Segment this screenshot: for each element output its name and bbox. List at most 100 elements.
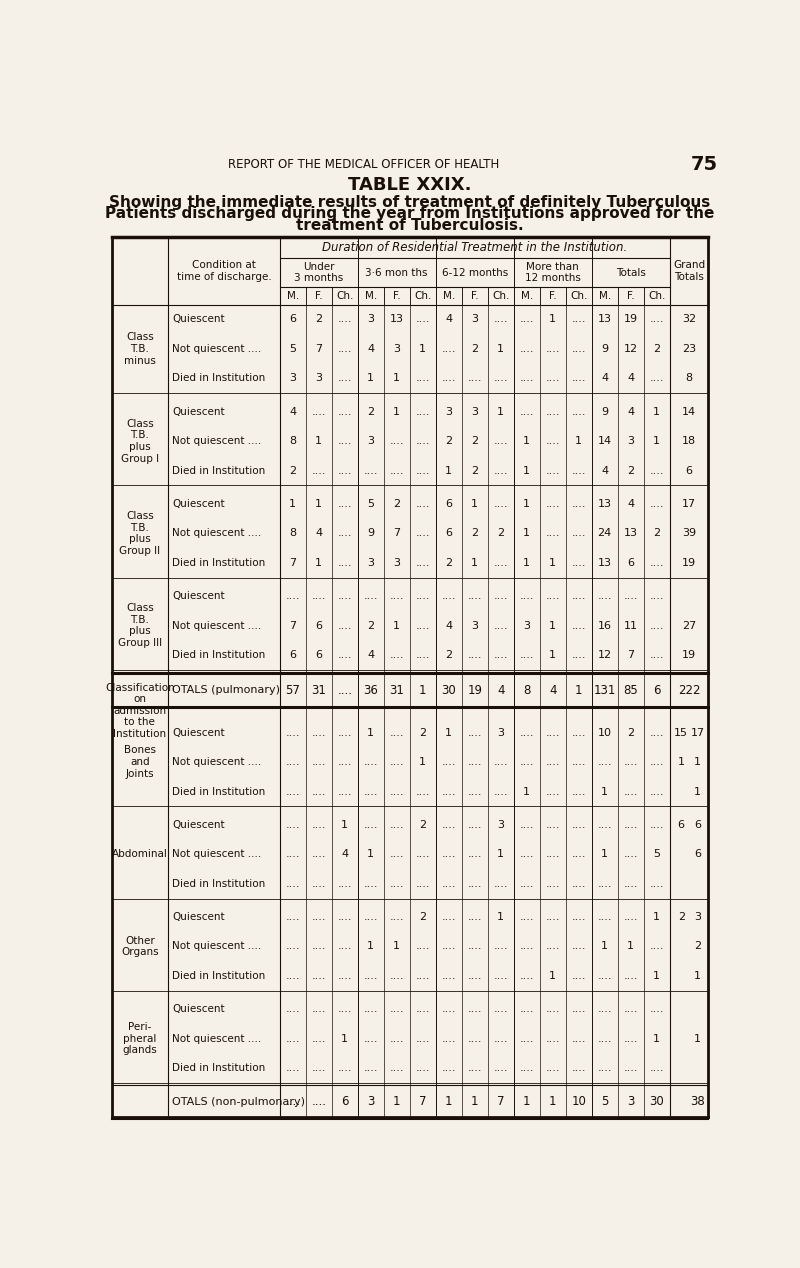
Text: TABLE XXIX.: TABLE XXIX. (348, 175, 472, 194)
Text: ....: .... (415, 1063, 430, 1073)
Text: ....: .... (338, 912, 352, 922)
Text: 3: 3 (627, 1096, 634, 1108)
Text: ....: .... (467, 912, 482, 922)
Text: Bones
and
Joints: Bones and Joints (124, 746, 156, 779)
Text: 19: 19 (623, 314, 638, 325)
Text: 30: 30 (442, 683, 456, 697)
Text: 1: 1 (678, 757, 685, 767)
Text: 17: 17 (682, 498, 696, 508)
Text: ....: .... (571, 1063, 586, 1073)
Text: ....: .... (546, 465, 560, 476)
Text: 1: 1 (523, 529, 530, 539)
Text: ....: .... (442, 374, 456, 383)
Text: ....: .... (442, 591, 456, 601)
Text: 8: 8 (290, 436, 296, 446)
Text: ....: .... (546, 498, 560, 508)
Text: ....: .... (467, 1004, 482, 1014)
Text: ....: .... (467, 850, 482, 860)
Text: ....: .... (650, 757, 664, 767)
Text: ....: .... (546, 374, 560, 383)
Text: 1: 1 (523, 558, 530, 568)
Text: Ch.: Ch. (648, 290, 666, 301)
Text: ....: .... (546, 757, 560, 767)
Text: 1: 1 (394, 620, 400, 630)
Text: ....: .... (571, 971, 586, 981)
Text: 7: 7 (315, 344, 322, 354)
Text: 131: 131 (594, 683, 616, 697)
Text: ....: .... (363, 1004, 378, 1014)
Text: ....: .... (519, 407, 534, 417)
Text: 1: 1 (523, 465, 530, 476)
Text: ....: .... (494, 465, 508, 476)
Text: ....: .... (363, 879, 378, 889)
Text: 3: 3 (290, 374, 296, 383)
Text: Quiescent: Quiescent (172, 819, 225, 829)
Text: ....: .... (415, 498, 430, 508)
Text: More than
12 months: More than 12 months (525, 262, 581, 284)
Text: ....: .... (286, 912, 300, 922)
Text: ....: .... (623, 1063, 638, 1073)
Text: 1: 1 (549, 314, 556, 325)
Text: Died in Institution: Died in Institution (172, 879, 266, 889)
Text: Peri-
pheral
glands: Peri- pheral glands (122, 1022, 158, 1055)
Text: ....: .... (598, 819, 612, 829)
Text: 1: 1 (653, 436, 660, 446)
Text: 75: 75 (690, 155, 718, 174)
Text: ....: .... (467, 786, 482, 796)
Text: ....: .... (494, 498, 508, 508)
Text: ....: .... (598, 879, 612, 889)
Text: ....: .... (286, 819, 300, 829)
Text: ....: .... (415, 941, 430, 951)
Text: ....: .... (467, 650, 482, 661)
Text: 1: 1 (315, 498, 322, 508)
Text: ....: .... (546, 786, 560, 796)
Text: F.: F. (393, 290, 401, 301)
Text: ....: .... (442, 1004, 456, 1014)
Text: 1: 1 (549, 650, 556, 661)
Text: ....: .... (546, 436, 560, 446)
Text: Not quiescent ....: Not quiescent .... (172, 436, 262, 446)
Text: ....: .... (546, 1004, 560, 1014)
Text: ....: .... (519, 757, 534, 767)
Text: M.: M. (442, 290, 455, 301)
Text: 9: 9 (367, 529, 374, 539)
Text: 3: 3 (394, 558, 400, 568)
Text: ....: .... (494, 374, 508, 383)
Text: ....: .... (571, 314, 586, 325)
Text: 2: 2 (419, 912, 426, 922)
Text: ....: .... (623, 786, 638, 796)
Text: 2: 2 (445, 650, 452, 661)
Text: 7: 7 (290, 620, 296, 630)
Text: 1: 1 (523, 498, 530, 508)
Text: ....: .... (311, 1033, 326, 1044)
Text: 1: 1 (367, 374, 374, 383)
Text: 4: 4 (627, 498, 634, 508)
Text: 6: 6 (290, 314, 296, 325)
Text: Not quiescent ....: Not quiescent .... (172, 620, 262, 630)
Text: 7: 7 (290, 558, 296, 568)
Text: 1: 1 (523, 436, 530, 446)
Text: ....: .... (494, 786, 508, 796)
Text: 13: 13 (624, 529, 638, 539)
Text: 2: 2 (471, 436, 478, 446)
Text: ....: .... (390, 819, 404, 829)
Text: ....: .... (546, 1063, 560, 1073)
Text: ....: .... (623, 850, 638, 860)
Text: 13: 13 (598, 558, 612, 568)
Text: ....: .... (390, 728, 404, 738)
Text: ....: .... (338, 558, 352, 568)
Text: ....: .... (519, 728, 534, 738)
Text: ....: .... (311, 1096, 326, 1108)
Text: ....: .... (623, 912, 638, 922)
Text: 5: 5 (601, 1096, 608, 1108)
Text: 6: 6 (653, 683, 660, 697)
Text: Quiescent: Quiescent (172, 912, 225, 922)
Text: ....: .... (571, 374, 586, 383)
Text: ....: .... (571, 850, 586, 860)
Text: ....: .... (571, 1004, 586, 1014)
Text: ....: .... (519, 314, 534, 325)
Text: 1: 1 (394, 374, 400, 383)
Text: 1: 1 (498, 407, 504, 417)
Text: REPORT OF THE MEDICAL OFFICER OF HEALTH: REPORT OF THE MEDICAL OFFICER OF HEALTH (228, 158, 499, 171)
Text: ....: .... (338, 620, 352, 630)
